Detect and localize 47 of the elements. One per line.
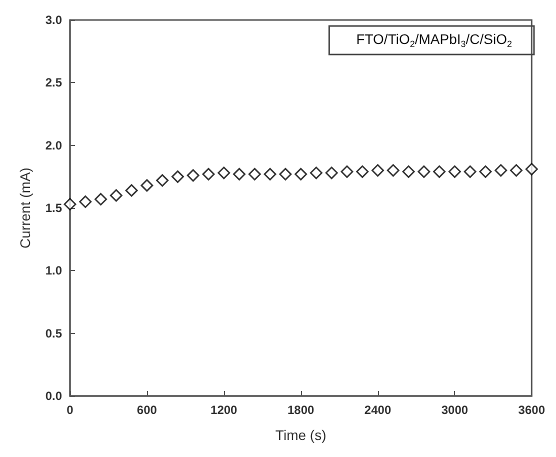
point [202, 168, 215, 180]
point [325, 166, 338, 180]
y-tick-label: 0.0 [45, 389, 62, 403]
point [264, 168, 276, 180]
x-axis-title: Time (s) [275, 427, 326, 443]
point [448, 165, 461, 178]
x-tick-label: 1200 [210, 403, 238, 417]
y-tick-label: 3.0 [45, 13, 62, 27]
x-tick-label: 2400 [364, 403, 392, 417]
point [156, 174, 169, 187]
point [340, 165, 354, 178]
point [372, 164, 384, 177]
point [386, 164, 400, 177]
x-tick-label: 3000 [441, 403, 468, 417]
point [110, 189, 122, 202]
x-tick-label: 0 [66, 403, 74, 417]
point [418, 165, 430, 178]
point [479, 165, 492, 178]
x-tick-label: 1800 [287, 403, 314, 417]
point [125, 184, 138, 197]
point [510, 164, 523, 177]
point [186, 169, 200, 182]
y-tick-label: 2.0 [45, 138, 62, 152]
point [279, 168, 292, 180]
y-tick-label: 1.5 [45, 201, 62, 215]
point [94, 192, 108, 206]
y-tick-label: 0.5 [45, 326, 62, 340]
point [464, 165, 476, 178]
y-axis-title: Current (mA) [17, 168, 33, 248]
point [79, 195, 92, 208]
y-tick-label: 2.5 [45, 76, 62, 90]
y-tick-label: 1.0 [45, 264, 62, 278]
point [494, 164, 508, 177]
point [140, 179, 154, 192]
point [402, 165, 415, 178]
point [433, 165, 446, 178]
x-tick-label: 600 [136, 403, 158, 417]
point [356, 165, 369, 178]
point [248, 168, 261, 180]
point [294, 168, 308, 180]
point [525, 162, 538, 176]
point [218, 166, 230, 180]
x-tick-label: 3600 [518, 403, 546, 417]
point [64, 198, 76, 210]
point [310, 166, 322, 180]
point [233, 168, 246, 180]
point [171, 170, 184, 183]
